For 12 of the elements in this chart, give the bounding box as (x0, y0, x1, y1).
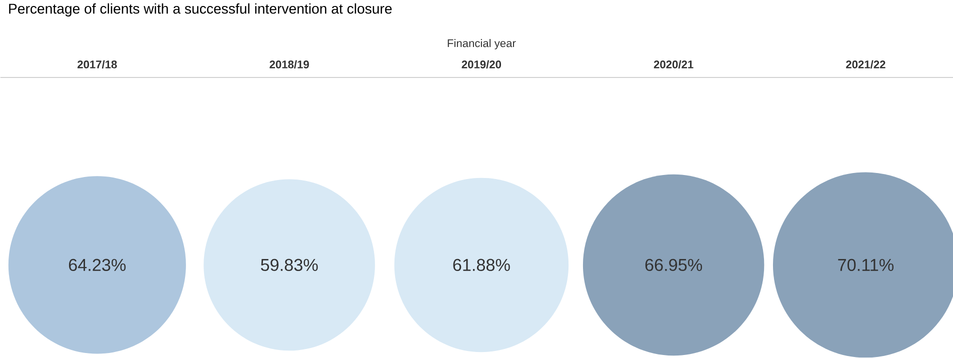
data-label: 64.23% (68, 259, 126, 272)
data-label: 70.11% (838, 259, 894, 272)
category-label: 2018/19 (270, 60, 309, 69)
text: Percentage of clients with a successful intervention at closure (9, 4, 392, 17)
category-label: 2017/18 (78, 60, 117, 69)
data-label: 61.88% (453, 259, 510, 272)
data-label: 59.83% (260, 259, 318, 272)
category-label: 2019/20 (462, 60, 502, 69)
category-label: 2020/21 (654, 60, 694, 69)
text: Financial year (448, 39, 516, 50)
category-label: 2021/22 (846, 60, 886, 69)
data-label: 66.95% (645, 259, 702, 272)
